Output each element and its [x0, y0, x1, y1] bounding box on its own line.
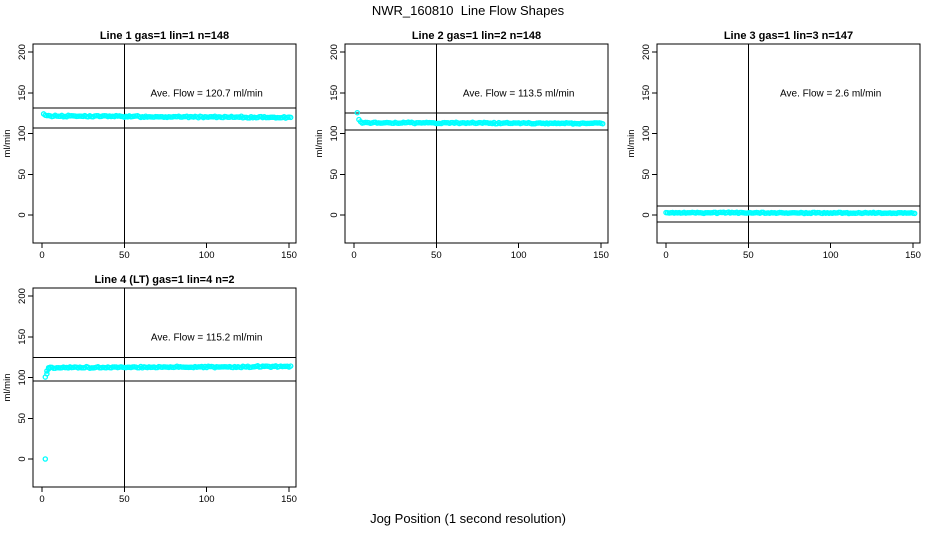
y-tick-label: 200	[17, 44, 28, 60]
panel-line-2: Line 2 gas=1 lin=2 n=148 0 50 100 150 0 50 100 1…	[314, 30, 609, 261]
plot-box	[344, 43, 609, 244]
data-point	[42, 456, 49, 462]
plot-box	[32, 287, 297, 488]
x-tick-label: 0	[39, 250, 44, 261]
data-point	[287, 114, 294, 121]
y-tick-label: 100	[329, 126, 340, 142]
data-point	[44, 371, 50, 377]
data-points	[663, 209, 918, 217]
x-tick-label: 150	[281, 494, 297, 505]
y-tick-label: 0	[329, 212, 340, 217]
panel-line-1: Line 1 gas=1 lin=1 n=148 0 50 100 150 0 50 100 1…	[2, 30, 297, 261]
y-tick-label: 200	[329, 44, 340, 60]
x-tick-label: 100	[199, 250, 215, 261]
x-tick-label: 50	[431, 250, 442, 261]
y-tick-label: 100	[641, 126, 652, 142]
panel-title: Line 3 gas=1 lin=3 n=147	[724, 30, 853, 42]
y-tick-label: 200	[17, 288, 28, 304]
y-tick-label: 150	[329, 85, 340, 101]
panel-title: Line 2 gas=1 lin=2 n=148	[412, 30, 541, 42]
data-points	[354, 109, 606, 127]
y-tick-label: 200	[641, 44, 652, 60]
x-tick-label: 100	[823, 250, 839, 261]
x-tick-label: 150	[593, 250, 609, 261]
y-axis-label: ml/min	[2, 374, 13, 402]
y-tick-label: 100	[17, 126, 28, 142]
y-tick-label: 50	[17, 413, 28, 424]
data-point	[287, 363, 294, 369]
ave-flow-annotation: Ave. Flow = 115.2 ml/min	[151, 332, 263, 343]
y-tick-label: 0	[641, 212, 652, 217]
panel-line-3: Line 3 gas=1 lin=3 n=147 0 50 100 150 0 50 100 1…	[626, 30, 921, 261]
data-point	[599, 120, 606, 127]
panel-title: Line 1 gas=1 lin=1 n=148	[100, 30, 229, 42]
ave-flow-annotation: Ave. Flow = 120.7 ml/min	[150, 88, 262, 99]
figure-title: NWR_160810 Line Flow Shapes	[371, 3, 565, 18]
y-tick-label: 100	[17, 370, 28, 386]
y-tick-label: 0	[17, 212, 28, 217]
data-points	[40, 111, 294, 121]
x-tick-label: 100	[511, 250, 527, 261]
data-points	[42, 363, 294, 462]
x-tick-label: 50	[743, 250, 754, 261]
plot-box	[32, 43, 297, 244]
y-axis-label: ml/min	[626, 130, 637, 158]
ave-flow-annotation: Ave. Flow = 113.5 ml/min	[463, 88, 575, 99]
y-tick-label: 150	[17, 85, 28, 101]
x-tick-label: 0	[39, 494, 44, 505]
y-tick-label: 150	[641, 85, 652, 101]
figure-xlabel: Jog Position (1 second resolution)	[370, 511, 566, 526]
y-axis-label: ml/min	[2, 130, 13, 158]
y-axis-label: ml/min	[314, 130, 325, 158]
panel-title: Line 4 (LT) gas=1 lin=4 n=2	[94, 274, 234, 286]
ave-flow-annotation: Ave. Flow = 2.6 ml/min	[780, 88, 881, 99]
y-tick-label: 50	[641, 169, 652, 180]
x-tick-label: 50	[119, 250, 130, 261]
x-tick-label: 0	[351, 250, 356, 261]
y-tick-label: 0	[17, 456, 28, 461]
x-tick-label: 50	[119, 494, 130, 505]
x-tick-label: 150	[281, 250, 297, 261]
y-tick-label: 50	[17, 169, 28, 180]
x-tick-label: 150	[905, 250, 921, 261]
y-tick-label: 50	[329, 169, 340, 180]
y-tick-label: 150	[17, 329, 28, 345]
x-tick-label: 100	[199, 494, 215, 505]
panel-line-4: Line 4 (LT) gas=1 lin=4 n=2 0 50 100 150 0 50 1…	[2, 274, 297, 505]
x-tick-label: 0	[663, 250, 668, 261]
plot-box	[656, 43, 921, 244]
data-point	[354, 109, 361, 116]
data-point	[911, 210, 918, 217]
